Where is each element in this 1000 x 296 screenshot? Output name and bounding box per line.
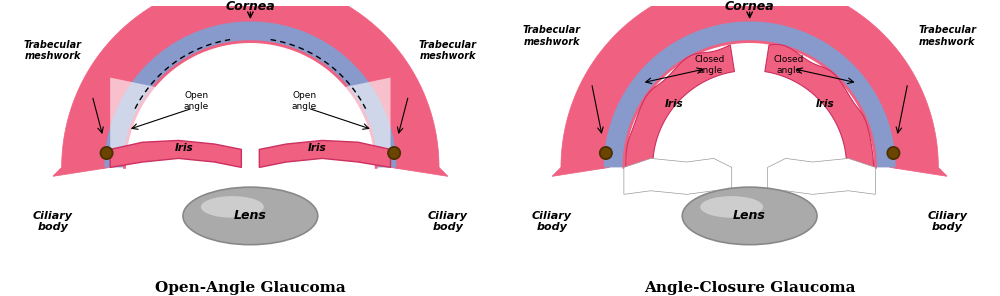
Text: Trabecular
meshwork: Trabecular meshwork [24, 40, 82, 61]
Text: Iris: Iris [665, 99, 683, 110]
Circle shape [600, 147, 612, 159]
Ellipse shape [700, 196, 763, 218]
Polygon shape [626, 45, 734, 168]
Polygon shape [602, 20, 897, 168]
Text: Ciliary
body: Ciliary body [428, 210, 468, 232]
Ellipse shape [201, 196, 264, 218]
Polygon shape [624, 158, 732, 194]
Ellipse shape [682, 187, 817, 245]
Polygon shape [110, 140, 241, 168]
Circle shape [889, 149, 898, 157]
Polygon shape [552, 0, 947, 176]
Text: Trabecular
meshwork: Trabecular meshwork [523, 25, 581, 47]
Text: Iris: Iris [308, 143, 326, 153]
Polygon shape [110, 78, 241, 149]
Text: Open-Angle Glaucoma: Open-Angle Glaucoma [155, 281, 346, 295]
Text: Cornea: Cornea [725, 0, 774, 13]
Ellipse shape [183, 187, 318, 245]
Text: Trabecular
meshwork: Trabecular meshwork [918, 25, 976, 47]
Circle shape [388, 147, 400, 159]
Text: Open
angle: Open angle [184, 91, 209, 111]
Text: Ciliary
body: Ciliary body [33, 210, 73, 232]
Circle shape [390, 149, 399, 157]
Text: Lens: Lens [733, 209, 766, 222]
Text: Iris: Iris [816, 99, 834, 110]
Polygon shape [259, 78, 391, 149]
Polygon shape [103, 20, 398, 168]
Circle shape [887, 147, 900, 159]
Circle shape [102, 149, 111, 157]
Text: Trabecular
meshwork: Trabecular meshwork [419, 40, 477, 61]
Text: Ciliary
body: Ciliary body [927, 210, 967, 232]
Text: Angle-Closure Glaucoma: Angle-Closure Glaucoma [644, 281, 855, 295]
Text: Open
angle: Open angle [292, 91, 317, 111]
Circle shape [100, 147, 113, 159]
Circle shape [601, 149, 610, 157]
Polygon shape [259, 140, 391, 168]
Text: Cornea: Cornea [226, 0, 275, 13]
Text: Closed
angle: Closed angle [695, 55, 725, 75]
Polygon shape [768, 158, 875, 194]
Text: Ciliary
body: Ciliary body [532, 210, 572, 232]
Polygon shape [53, 0, 448, 176]
Text: Closed
angle: Closed angle [774, 55, 804, 75]
Text: Iris: Iris [175, 143, 193, 153]
Text: Lens: Lens [234, 209, 267, 222]
Polygon shape [765, 44, 874, 168]
